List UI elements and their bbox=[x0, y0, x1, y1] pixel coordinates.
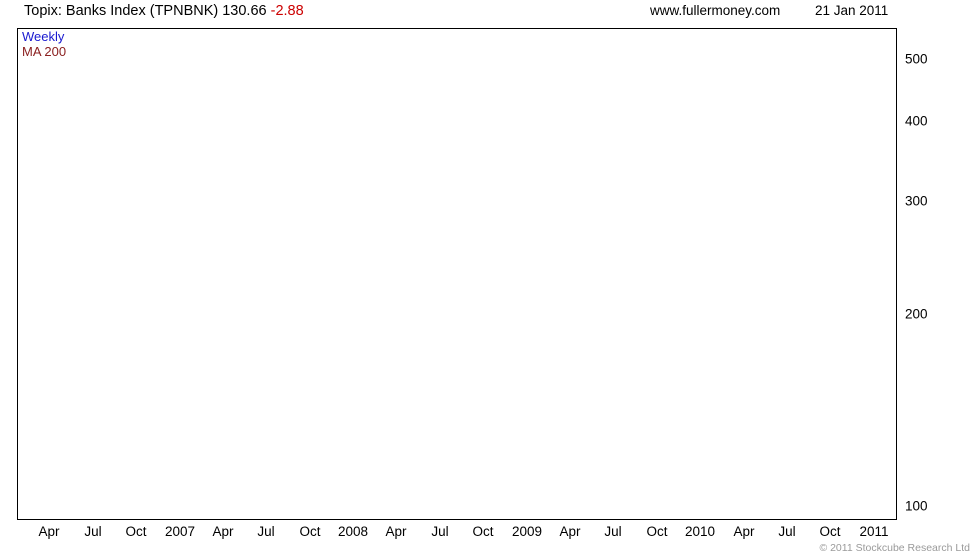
y-axis-tick-label: 500 bbox=[905, 51, 928, 67]
chart-legend: Weekly MA 200 bbox=[22, 29, 66, 59]
x-axis-tick-label: Oct bbox=[819, 524, 841, 539]
y-axis-tick-label: 400 bbox=[905, 113, 928, 129]
x-axis-tick-label: Apr bbox=[733, 524, 755, 539]
x-axis-tick-label: Jul bbox=[84, 524, 102, 539]
x-axis-tick-label: Jul bbox=[431, 524, 449, 539]
legend-item-weekly: Weekly bbox=[22, 29, 65, 44]
y-axis-tick-label: 100 bbox=[905, 498, 928, 514]
x-axis-tick-label: Apr bbox=[38, 524, 60, 539]
plot-border bbox=[17, 28, 897, 520]
price-change: -2.88 bbox=[270, 3, 304, 19]
x-axis-tick-label: Oct bbox=[125, 524, 147, 539]
copyright-notice: © 2011 Stockcube Research Ltd bbox=[819, 542, 970, 554]
x-axis-tick-label: Apr bbox=[385, 524, 407, 539]
legend-item-ma200: MA 200 bbox=[22, 44, 67, 59]
x-axis-tick-label: 2010 bbox=[684, 524, 716, 539]
x-axis-tick-label: Apr bbox=[212, 524, 234, 539]
x-axis-tick-label: Oct bbox=[299, 524, 321, 539]
x-axis-tick-label: 2007 bbox=[164, 524, 196, 539]
x-axis-tick-label: Jul bbox=[257, 524, 275, 539]
x-axis-tick-label: Oct bbox=[472, 524, 494, 539]
x-axis-tick-label: Jul bbox=[604, 524, 622, 539]
x-axis-tick-label: Jul bbox=[778, 524, 796, 539]
x-axis-tick-label: 2008 bbox=[337, 524, 369, 539]
website-label: www.fullermoney.com bbox=[650, 3, 781, 18]
y-axis-tick-label: 200 bbox=[905, 306, 928, 322]
chart-date: 21 Jan 2011 bbox=[815, 3, 889, 18]
chart-title-text: Topix: Banks Index (TPNBNK) 130.66 bbox=[24, 3, 267, 19]
y-axis-tick-label: 300 bbox=[905, 193, 928, 209]
x-axis-tick-label: 2009 bbox=[511, 524, 543, 539]
x-axis-tick-label: Apr bbox=[559, 524, 581, 539]
chart-title: Topix: Banks Index (TPNBNK) 130.66 -2.88 bbox=[24, 3, 304, 19]
x-axis-tick-label: Oct bbox=[646, 524, 668, 539]
x-axis-tick-label: 2011 bbox=[859, 524, 889, 539]
header-bar: Topix: Banks Index (TPNBNK) 130.66 -2.88… bbox=[0, 0, 980, 26]
